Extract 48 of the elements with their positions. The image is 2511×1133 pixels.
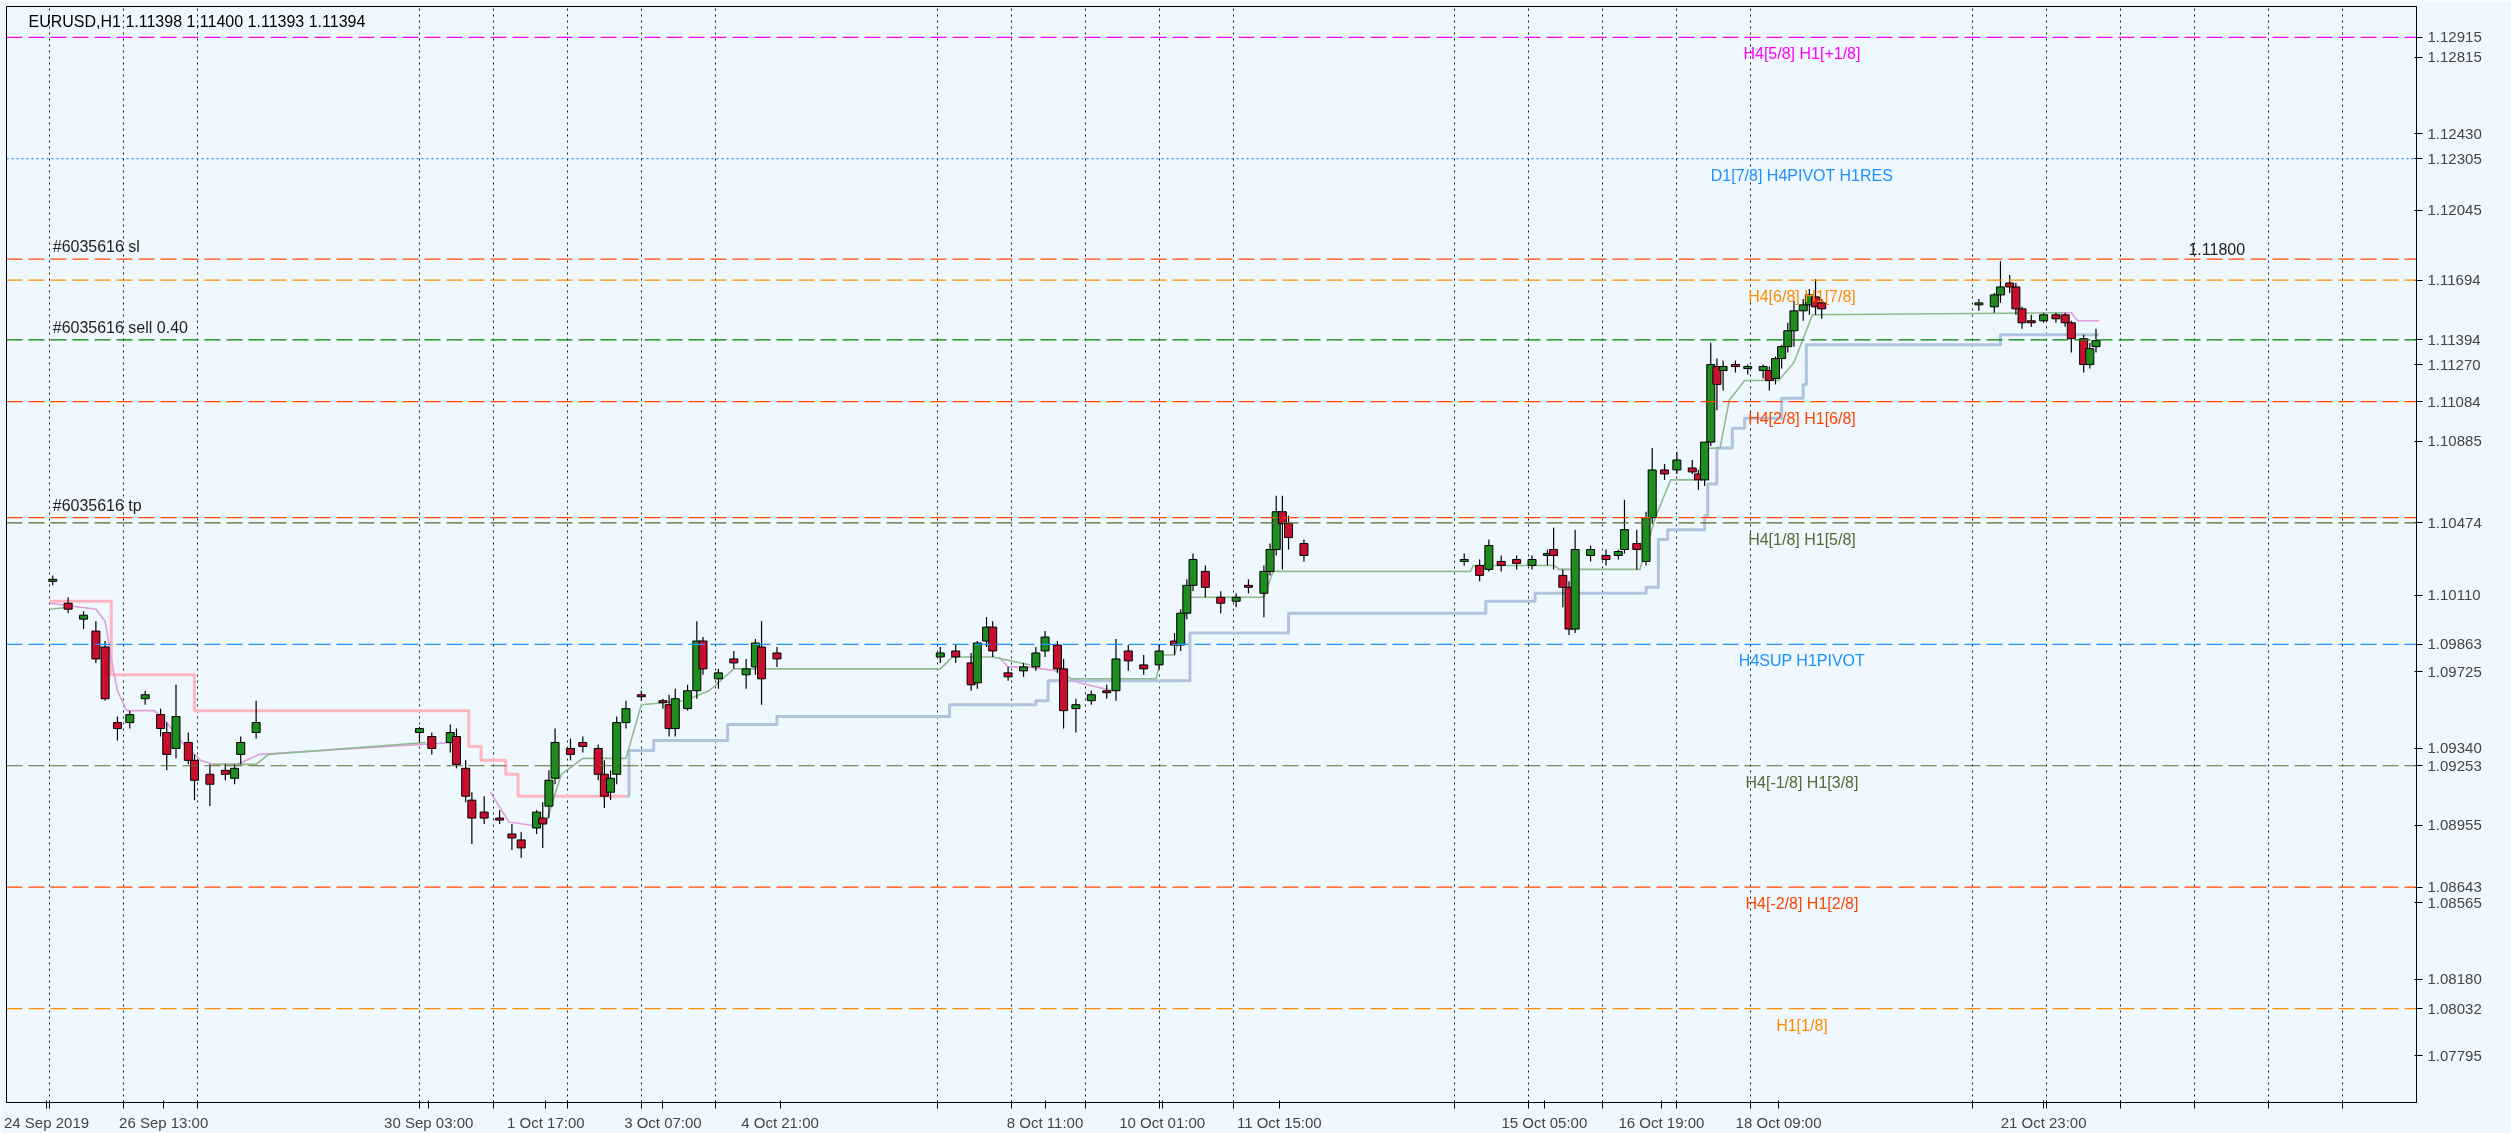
y-tick-label: 1.12430 — [2427, 124, 2482, 142]
ref-line-label: H4SUP H1PIVOT — [1738, 652, 1866, 670]
y-tick-label: 1.10110 — [2427, 586, 2481, 604]
x-tick-label: 16 Oct 19:00 — [1618, 1113, 1705, 1131]
y-tick-label: 1.11270 — [2427, 355, 2481, 373]
ref-line-label: H4[-1/8] H1[3/8] — [1745, 773, 1859, 791]
x-tick-label: 11 Oct 15:00 — [1236, 1113, 1322, 1131]
y-tick-label: 1.09253 — [2427, 756, 2482, 774]
ref-line-label: H1[1/8] — [1776, 1016, 1828, 1034]
x-tick-label: 8 Oct 11:00 — [1006, 1113, 1084, 1131]
y-tick-label: 1.08643 — [2427, 878, 2482, 896]
y-tick-label: 1.11084 — [2427, 392, 2481, 410]
x-tick-label: 26 Sep 13:00 — [119, 1113, 209, 1131]
x-tick-label: 21 Oct 23:00 — [2000, 1113, 2087, 1131]
annotation: #6035616 sl — [52, 238, 140, 256]
x-tick-label: 10 Oct 01:00 — [1119, 1113, 1206, 1131]
ref-line-label: H4[1/8] H1[5/8] — [1748, 530, 1856, 548]
ref-line-label: D1[7/8] H4PIVOT H1RES — [1710, 166, 1893, 184]
x-tick-label: 3 Oct 07:00 — [624, 1113, 702, 1131]
y-tick-label: 1.12915 — [2427, 28, 2482, 46]
y-tick-label: 1.11694 — [2427, 271, 2481, 289]
y-tick-label: 1.09863 — [2427, 635, 2482, 653]
chart-title: EURUSD,H1 1.11398 1.11400 1.11393 1.11394 — [28, 12, 366, 30]
x-tick-label: 24 Sep 2019 — [4, 1113, 90, 1131]
y-tick-label: 1.12305 — [2427, 149, 2482, 167]
x-tick-label: 4 Oct 21:00 — [741, 1113, 819, 1131]
x-tick-label: 30 Sep 03:00 — [384, 1113, 474, 1131]
x-tick-label: 18 Oct 09:00 — [1735, 1113, 1822, 1131]
annotation: #6035616 sell 0.40 — [52, 318, 189, 336]
y-tick-label: 1.10885 — [2427, 432, 2482, 450]
ref-line-label: H4[-2/8] H1[2/8] — [1745, 895, 1859, 913]
y-tick-label: 1.08955 — [2427, 816, 2482, 834]
y-tick-label: 1.12815 — [2427, 48, 2482, 66]
y-tick-label: 1.08032 — [2427, 999, 2482, 1017]
annotation: 1.11800 — [2188, 241, 2246, 259]
y-tick-label: 1.09340 — [2427, 739, 2482, 757]
y-tick-label: 1.08565 — [2427, 893, 2482, 911]
annotation: #6035616 tp — [52, 496, 142, 514]
x-tick-label: 1 Oct 17:00 — [507, 1113, 585, 1131]
x-tick-label: 15 Oct 05:00 — [1501, 1113, 1588, 1131]
y-tick-label: 1.12045 — [2427, 201, 2482, 219]
y-tick-label: 1.11394 — [2427, 330, 2481, 348]
ref-line-label: H4[5/8] H1[+1/8] — [1743, 45, 1861, 63]
y-tick-label: 1.10474 — [2427, 513, 2482, 531]
ref-line-label: H4[2/8] H1[6/8] — [1748, 409, 1856, 427]
y-tick-label: 1.07795 — [2427, 1046, 2482, 1064]
y-tick-label: 1.09725 — [2427, 662, 2482, 680]
y-tick-label: 1.08180 — [2427, 970, 2482, 988]
